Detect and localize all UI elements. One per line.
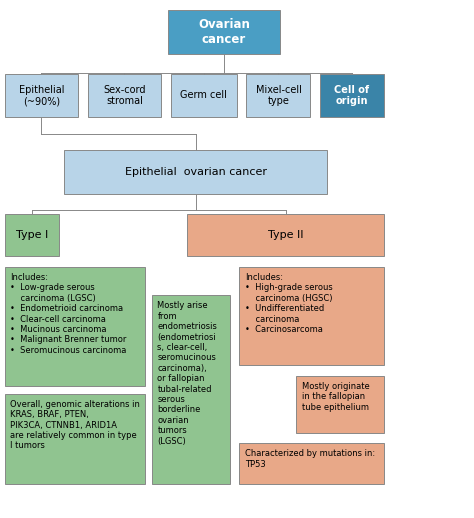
FancyBboxPatch shape bbox=[320, 74, 384, 117]
FancyBboxPatch shape bbox=[246, 74, 310, 117]
FancyBboxPatch shape bbox=[88, 74, 161, 117]
FancyBboxPatch shape bbox=[152, 295, 230, 484]
Text: Overall, genomic alterations in
KRAS, BRAF, PTEN,
PIK3CA, CTNNB1, ARID1A
are rel: Overall, genomic alterations in KRAS, BR… bbox=[10, 400, 140, 451]
Text: Cell of
origin: Cell of origin bbox=[334, 84, 370, 106]
Text: Characterized by mutations in:
TP53: Characterized by mutations in: TP53 bbox=[245, 449, 375, 468]
Text: Sex-cord
stromal: Sex-cord stromal bbox=[103, 84, 146, 106]
Text: Type II: Type II bbox=[268, 230, 303, 240]
FancyBboxPatch shape bbox=[64, 150, 327, 194]
Text: Includes:
•  High-grade serous
    carcinoma (HGSC)
•  Undifferentiated
    carc: Includes: • High-grade serous carcinoma … bbox=[245, 273, 333, 334]
FancyBboxPatch shape bbox=[5, 267, 145, 386]
Text: Mixel-cell
type: Mixel-cell type bbox=[255, 84, 301, 106]
FancyBboxPatch shape bbox=[5, 74, 78, 117]
FancyBboxPatch shape bbox=[5, 214, 59, 256]
Text: Mostly originate
in the fallopian
tube epithelium: Mostly originate in the fallopian tube e… bbox=[302, 382, 370, 412]
Text: Includes:
•  Low-grade serous
    carcinoma (LGSC)
•  Endometrioid carcinoma
•  : Includes: • Low-grade serous carcinoma (… bbox=[10, 273, 127, 355]
Text: Mostly arise
from
endometriosis
(endometriosi
s, clear-cell,
seromucinous
carcin: Mostly arise from endometriosis (endomet… bbox=[157, 301, 217, 445]
Text: Type I: Type I bbox=[16, 230, 48, 240]
Text: Ovarian
cancer: Ovarian cancer bbox=[198, 18, 250, 47]
FancyBboxPatch shape bbox=[5, 394, 145, 484]
FancyBboxPatch shape bbox=[239, 443, 384, 484]
FancyBboxPatch shape bbox=[168, 10, 280, 54]
FancyBboxPatch shape bbox=[239, 267, 384, 365]
FancyBboxPatch shape bbox=[171, 74, 237, 117]
FancyBboxPatch shape bbox=[296, 376, 384, 433]
Text: Epithelial  ovarian cancer: Epithelial ovarian cancer bbox=[125, 167, 266, 177]
Text: Germ cell: Germ cell bbox=[181, 90, 227, 100]
Text: Epithelial
(~90%): Epithelial (~90%) bbox=[19, 84, 64, 106]
FancyBboxPatch shape bbox=[187, 214, 384, 256]
